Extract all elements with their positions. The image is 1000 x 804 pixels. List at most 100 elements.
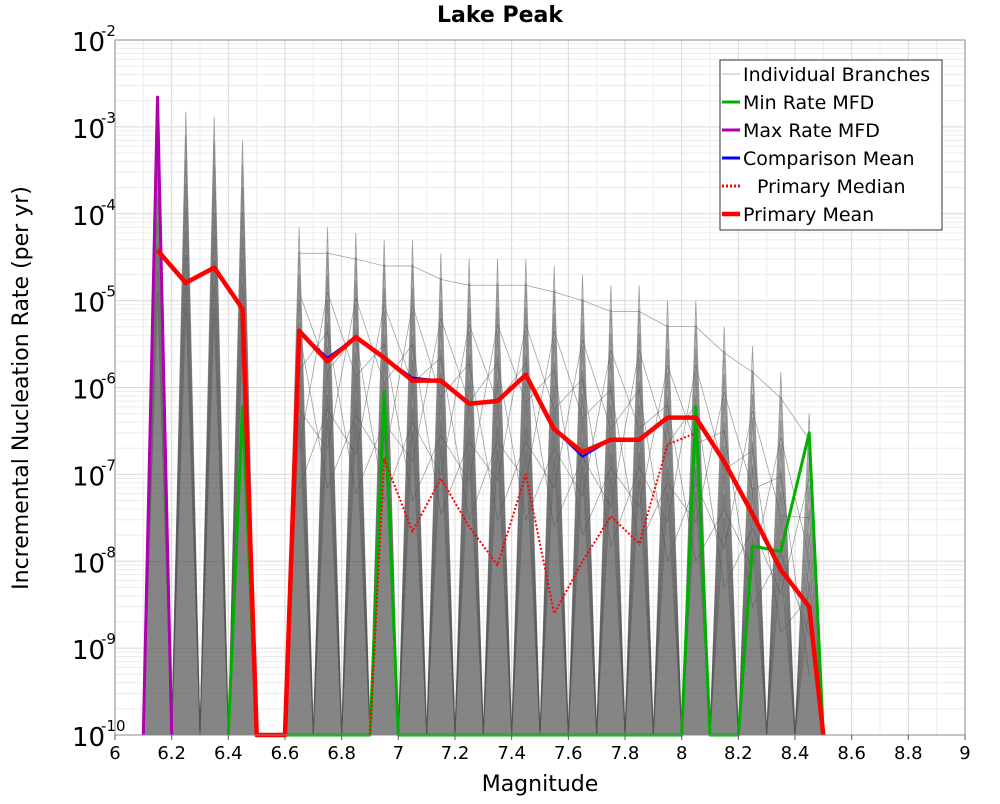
branch-spike (567, 441, 598, 736)
branch-line (298, 292, 328, 449)
branch-line (497, 324, 527, 403)
branch-line (780, 476, 810, 675)
branch-spike (341, 424, 371, 736)
branch-line (327, 252, 356, 260)
branch-line (752, 371, 782, 399)
chart-title: Lake Peak (437, 3, 564, 28)
branch-line (440, 324, 470, 475)
legend-label-min: Min Rate MFD (743, 92, 874, 114)
branch-line (383, 343, 413, 384)
x-tick-label: 8.6 (837, 743, 866, 764)
branch-line (468, 324, 498, 403)
branch-line (695, 326, 725, 354)
legend-box (719, 59, 943, 231)
branch-line (667, 404, 697, 445)
branch-line (440, 318, 470, 403)
x-tick-label: 8 (676, 743, 687, 764)
y-axis-label: Incremental Nucleation Rate (per yr) (9, 186, 34, 590)
branch-line (667, 365, 697, 445)
y-tick-label: 10-2 (72, 22, 116, 58)
branch-line (468, 363, 498, 403)
branch-line (355, 304, 385, 455)
y-tick-label: 10-5 (72, 283, 116, 319)
branch-spike (652, 467, 683, 736)
branch-line (327, 298, 357, 449)
y-tick-label: 10-7 (72, 456, 116, 492)
branch-line (553, 331, 583, 418)
individual-branches (142, 100, 824, 736)
svg-text:-6: -6 (101, 370, 116, 388)
branch-spike (766, 491, 796, 736)
branch-line (582, 350, 612, 497)
svg-text:10: 10 (72, 549, 105, 579)
y-axis-ticks: 10-210-310-410-510-610-710-810-910-10 (72, 22, 126, 753)
branch-line (440, 279, 470, 286)
branch-line (298, 331, 328, 371)
branch-line (412, 318, 442, 462)
branch-line (440, 279, 470, 286)
x-tick-label: 8.4 (781, 743, 810, 764)
y-tick-label: 10-8 (72, 543, 116, 579)
x-tick-label: 8.8 (894, 743, 923, 764)
branch-line (723, 411, 753, 549)
x-tick-label: 8.2 (724, 743, 753, 764)
branch-spike (709, 517, 739, 736)
branch-line (355, 298, 385, 384)
branch-line (327, 292, 357, 377)
branch-line (554, 291, 583, 301)
branch-line (752, 371, 782, 399)
branch-spike (766, 515, 796, 736)
branch-line (497, 324, 527, 481)
branch-line (412, 318, 442, 462)
branch-line (695, 326, 725, 354)
series-max-line (141, 95, 174, 736)
branch-line (355, 258, 385, 267)
legend-label-branches: Individual Branches (743, 64, 930, 86)
branch-line (780, 398, 810, 440)
branch-line (412, 265, 441, 280)
branch-line (383, 304, 413, 462)
legend-label-max: Max Rate MFD (743, 120, 880, 142)
branch-line (667, 404, 697, 445)
branch-line (298, 292, 328, 449)
svg-text:-3: -3 (101, 109, 116, 127)
y-tick-label: 10-4 (72, 196, 116, 232)
branch-line (610, 350, 640, 429)
branch-spike (596, 476, 626, 736)
legend-label-mean: Primary Mean (743, 204, 874, 226)
branch-line (638, 350, 668, 445)
branch-spike (709, 446, 739, 736)
branch-line (525, 284, 555, 293)
branch-line (610, 389, 640, 429)
svg-text:10: 10 (72, 289, 105, 319)
x-tick-label: 6 (109, 743, 120, 764)
legend-label-median: Primary Median (757, 176, 906, 198)
branch-line (525, 370, 555, 403)
branch-spike (171, 302, 201, 736)
plot-frame (114, 39, 966, 736)
branch-line (440, 363, 470, 397)
branch-line (383, 304, 413, 384)
branch-line (638, 365, 668, 507)
branch-line (497, 324, 527, 403)
branch-line (468, 363, 498, 403)
branch-line (752, 476, 781, 490)
branch-line (525, 370, 555, 403)
branch-line (723, 352, 753, 373)
x-tick-label: 6.2 (157, 743, 186, 764)
branch-spike (539, 433, 569, 736)
branch-line (383, 304, 413, 384)
x-tick-label: 7.4 (497, 743, 526, 764)
svg-text:-5: -5 (101, 283, 116, 301)
branch-line (780, 398, 810, 440)
branch-spike (737, 465, 768, 736)
branch-spike (652, 491, 683, 736)
branch-line (383, 304, 413, 462)
branch-line (780, 554, 810, 636)
svg-text:-4: -4 (101, 196, 116, 214)
branch-line (553, 339, 583, 488)
branch-spike (652, 443, 683, 736)
svg-text:10: 10 (72, 636, 105, 666)
